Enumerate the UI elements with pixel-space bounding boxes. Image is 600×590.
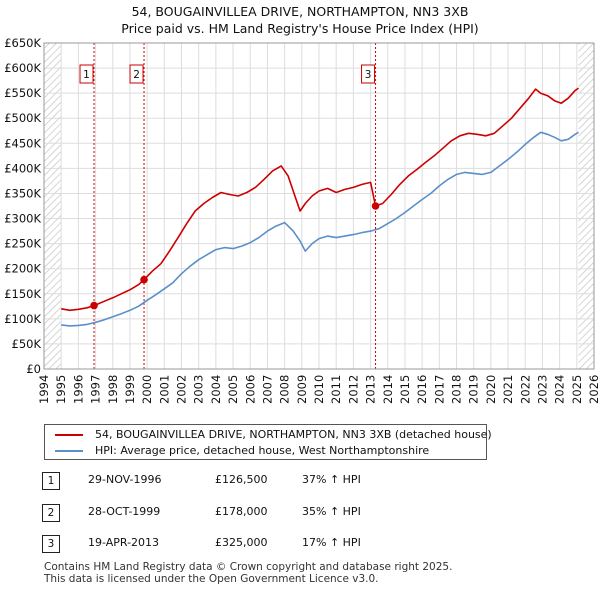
y-tick-label: £500K (4, 111, 41, 125)
legend-swatch-property (55, 434, 83, 436)
sale-price: £325,000 (215, 536, 268, 549)
x-tick-label: 1999 (123, 375, 137, 404)
sale-price: £178,000 (215, 505, 268, 518)
sale-points (90, 202, 380, 310)
sale-point (371, 202, 380, 210)
x-axis-ticks: 1994 1995 1996 1997 1998 1999 2000 2001 2002 2003… (37, 375, 600, 404)
x-tick-label: 2018 (450, 375, 464, 404)
sale-point (90, 301, 98, 310)
legend-item-property: 54, BOUGAINVILLEA DRIVE, NORTHAMPTON, NN… (55, 427, 492, 443)
sale-number-badge: 2 (42, 504, 60, 522)
y-tick-label: £300K (4, 212, 41, 226)
sale-number-badge: 3 (42, 535, 60, 553)
hatched-range (44, 43, 62, 369)
sale-hpi-diff: 35% ↑ HPI (302, 505, 361, 518)
y-tick-label: £0 (26, 362, 41, 376)
hatched-ranges (44, 43, 594, 369)
sale-marker-box (361, 64, 376, 84)
y-tick-label: £650K (4, 36, 41, 50)
y-tick-label: £50K (12, 337, 42, 351)
x-tick-label: 2012 (346, 375, 360, 404)
x-tick-label: 1998 (106, 375, 120, 404)
sale-marker-label: 3 (365, 69, 372, 81)
footer-licence: This data is licensed under the Open Gov… (44, 573, 379, 585)
x-tick-label: 2010 (312, 375, 326, 404)
chart-title: 54, BOUGAINVILLEA DRIVE, NORTHAMPTON, NN… (0, 3, 600, 37)
x-tick-label: 2007 (260, 375, 274, 404)
sale-number-badge: 1 (42, 472, 60, 490)
x-tick-label: 2014 (381, 375, 395, 404)
x-tick-label: 2021 (501, 375, 515, 404)
x-tick-label: 2006 (243, 375, 257, 404)
x-tick-label: 2004 (209, 375, 223, 404)
y-tick-label: £350K (4, 186, 41, 200)
legend-swatch-hpi (55, 450, 83, 452)
chart-title-line1: 54, BOUGAINVILLEA DRIVE, NORTHAMPTON, NN… (131, 4, 469, 19)
x-tick-label: 2019 (467, 375, 481, 404)
legend: 54, BOUGAINVILLEA DRIVE, NORTHAMPTON, NN… (44, 424, 492, 460)
legend-label-property: 54, BOUGAINVILLEA DRIVE, NORTHAMPTON, NN… (95, 428, 492, 441)
x-tick-label: 2008 (278, 375, 292, 404)
x-tick-label: 2025 (570, 375, 584, 404)
x-tick-label: 1996 (71, 375, 85, 404)
plot-border (43, 42, 595, 370)
sale-marker-lines: 1 2 3 (79, 43, 377, 369)
sale-price: £126,500 (215, 473, 268, 486)
x-tick-label: 2000 (140, 375, 154, 404)
sale-point (140, 275, 148, 284)
x-tick-label: 2020 (484, 375, 498, 404)
sale-marker-box (129, 64, 144, 84)
hatched-range (578, 43, 594, 369)
x-tick-label: 2026 (587, 375, 600, 404)
legend-label-hpi: HPI: Average price, detached house, West… (95, 444, 430, 457)
series-lines (61, 87, 579, 327)
y-tick-label: £550K (4, 86, 41, 100)
sale-marker-box (79, 64, 94, 84)
sale-hpi-diff: 37% ↑ HPI (302, 473, 361, 486)
chart-title-line2: Price paid vs. HM Land Registry's House … (121, 21, 479, 36)
y-tick-label: £450K (4, 136, 41, 150)
y-tick-label: £250K (4, 237, 41, 251)
series-line (61, 131, 579, 327)
sale-date: 28-OCT-1999 (88, 505, 161, 518)
x-tick-label: 2001 (157, 375, 171, 404)
x-tick-label: 2017 (432, 375, 446, 404)
sale-hpi-diff: 17% ↑ HPI (302, 536, 361, 549)
x-tick-label: 2009 (295, 375, 309, 404)
series-line (61, 87, 579, 312)
y-tick-label: £150K (4, 287, 41, 301)
x-tick-label: 2024 (553, 375, 567, 404)
table-row: 1 29-NOV-1996 £126,500 37% ↑ HPI (40, 472, 420, 492)
x-tick-label: 2011 (329, 375, 343, 404)
x-tick-label: 2016 (415, 375, 429, 404)
x-tick-label: 2003 (192, 375, 206, 404)
sale-date: 19-APR-2013 (88, 536, 160, 549)
x-tick-label: 2002 (175, 375, 189, 404)
table-row: 2 28-OCT-1999 £178,000 35% ↑ HPI (40, 504, 420, 524)
sale-marker-label: 2 (133, 69, 140, 81)
x-tick-label: 2005 (226, 375, 240, 404)
x-tick-label: 1995 (54, 375, 68, 404)
y-tick-label: £100K (4, 312, 41, 326)
legend-item-hpi: HPI: Average price, detached house, West… (55, 443, 429, 459)
table-row: 3 19-APR-2013 £325,000 17% ↑ HPI (40, 535, 420, 555)
sale-marker-label: 1 (83, 69, 90, 81)
x-tick-label: 1997 (89, 375, 103, 404)
y-tick-label: £600K (4, 61, 41, 75)
y-axis-ticks: £0 £50K £100K £150K £200K £250K £300K £350K £400… (4, 36, 41, 376)
y-tick-label: £400K (4, 161, 41, 175)
x-tick-label: 2015 (398, 375, 412, 404)
x-tick-label: 2022 (518, 375, 532, 404)
x-tick-label: 1994 (37, 375, 51, 404)
sale-date: 29-NOV-1996 (88, 473, 162, 486)
x-tick-label: 2013 (364, 375, 378, 404)
y-tick-label: £200K (4, 262, 41, 276)
footer-copyright: Contains HM Land Registry data © Crown c… (44, 561, 453, 573)
x-tick-label: 2023 (535, 375, 549, 404)
price-chart: 1 2 3 £0 £50K £100K £150K £200K £250K £300K £350K… (4, 36, 600, 404)
footer: Contains HM Land Registry data © Crown c… (44, 561, 452, 585)
